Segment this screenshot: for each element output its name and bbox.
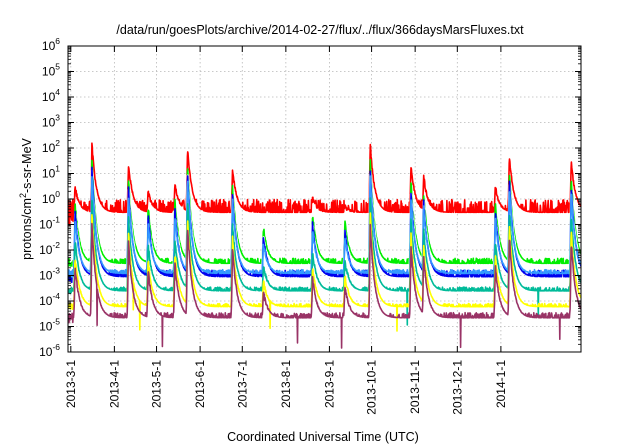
y-tick-label: 10-5 <box>39 317 60 334</box>
y-tick-label: 10-3 <box>39 266 60 283</box>
series-line-6 <box>68 197 581 326</box>
y-axis-label: protons/cm2-s-sr-MeV <box>18 137 34 259</box>
y-tick-label: 10-6 <box>39 342 60 359</box>
y-tick-label: 102 <box>42 138 60 155</box>
y-tick-label: 100 <box>42 189 60 206</box>
x-tick-label: 2013-12-1 <box>450 360 464 415</box>
x-tick-label: 2013-7-1 <box>235 360 249 408</box>
x-tick-label: 2013-9-1 <box>322 360 336 408</box>
y-axis-tick-labels: 10-6 10-5 10-4 10-3 10-2 10-1 100 101 102 103 104 1… <box>39 36 60 359</box>
x-tick-label: 2013-11-1 <box>408 360 422 414</box>
y-tick-label: 105 <box>42 62 60 79</box>
y-tick-label: 101 <box>42 164 60 181</box>
y-tick-label: 103 <box>42 113 60 130</box>
y-tick-label: 106 <box>42 36 60 53</box>
series-line-2 <box>68 158 581 269</box>
series-line-1 <box>68 142 581 226</box>
x-tick-label: 2013-3-1 <box>64 360 78 408</box>
x-axis-tick-labels: 2013-3-1 2013-4-1 2013-5-1 2013-6-1 2013-7-1… <box>64 360 508 415</box>
y-tick-label: 10-1 <box>39 215 60 232</box>
x-tick-label: 2013-8-1 <box>279 360 293 408</box>
series-line-8 <box>68 222 581 349</box>
grid <box>68 46 581 352</box>
axis-ticks <box>68 45 581 353</box>
chart-title: /data/run/goesPlots/archive/2014-02-27/f… <box>116 23 524 37</box>
y-tick-label: 10-2 <box>39 240 60 257</box>
x-tick-label: 2013-10-1 <box>365 360 379 415</box>
x-tick-label: 2014-1-1 <box>494 360 508 408</box>
x-tick-label: 2013-5-1 <box>150 360 164 408</box>
y-tick-label: 104 <box>42 87 60 104</box>
series-line-7 <box>68 212 581 332</box>
series-line-5 <box>68 175 581 279</box>
x-tick-label: 2013-6-1 <box>193 360 207 408</box>
x-tick-label: 2013-4-1 <box>107 360 121 408</box>
y-tick-label: 10-4 <box>39 291 60 308</box>
x-axis-label: Coordinated Universal Time (UTC) <box>227 430 419 444</box>
series-group <box>68 142 581 349</box>
